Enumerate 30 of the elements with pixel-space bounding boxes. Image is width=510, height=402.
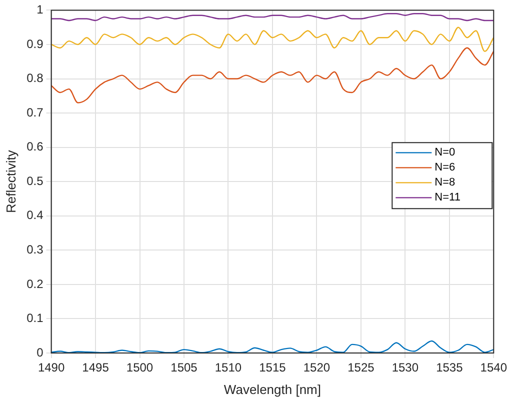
y-tick-label: 0.2 xyxy=(26,276,44,291)
line-series xyxy=(51,13,494,22)
x-tick-label: 1495 xyxy=(82,360,110,375)
x-tick-label: 1500 xyxy=(126,360,154,375)
y-tick-label: 1 xyxy=(36,2,44,17)
y-tick-label: 0.8 xyxy=(26,71,44,86)
y-tick-label: 0.5 xyxy=(26,174,44,188)
x-axis-title: Wavelength [nm] xyxy=(224,382,321,397)
x-tick-label: 1535 xyxy=(436,360,464,375)
y-tick-label: 0.9 xyxy=(26,36,44,51)
line-series xyxy=(51,340,494,353)
x-tick-label: 1505 xyxy=(170,360,198,375)
x-tick-label: 1515 xyxy=(259,360,286,375)
y-tick-label: 0.4 xyxy=(26,208,44,222)
y-tick-label: 0.1 xyxy=(26,311,44,326)
y-axis-title: Reflectivity xyxy=(3,150,18,214)
y-tick-label: 0.6 xyxy=(26,140,44,154)
x-tick-label: 1540 xyxy=(480,360,508,375)
x-tick-label: 1520 xyxy=(303,360,330,375)
legend-label: N=0 xyxy=(434,146,456,159)
x-tick-label: 1490 xyxy=(38,360,65,375)
y-tick-label: 0.7 xyxy=(26,105,44,120)
y-tick-label: 0 xyxy=(36,345,44,360)
x-tick-label: 1530 xyxy=(392,360,419,375)
x-tick-label: 1525 xyxy=(348,360,375,375)
y-tick-label: 0.3 xyxy=(26,242,44,256)
legend-label: N=8 xyxy=(434,176,456,189)
x-tick-label: 1510 xyxy=(214,360,242,375)
legend-label: N=6 xyxy=(434,162,456,174)
legend-label: N=11 xyxy=(434,192,460,204)
